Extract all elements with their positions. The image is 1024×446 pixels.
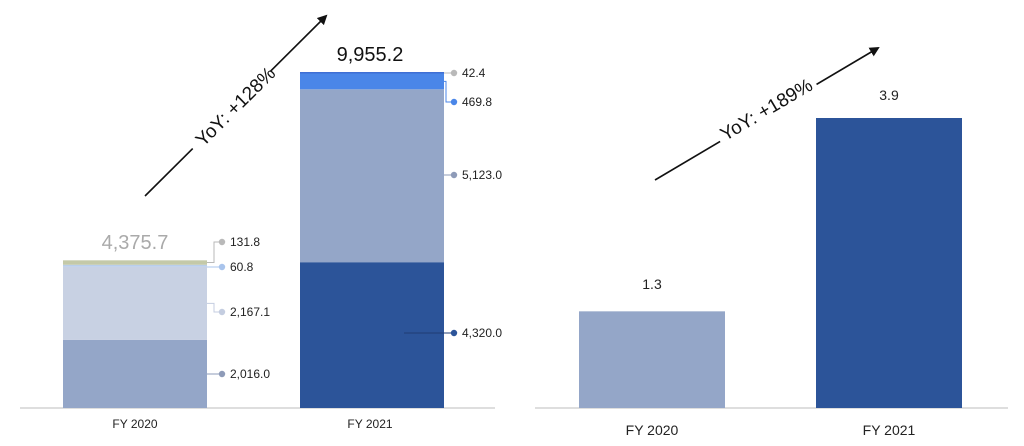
bar-fy-2020 xyxy=(579,311,725,408)
bar-fy-2021 xyxy=(816,118,962,408)
left-chart: 2,016.0 2,167.1 60.8 131.8 4,320.0 5,123.0 469… xyxy=(20,14,502,431)
leader-line xyxy=(207,302,222,313)
left-yoy-label: YoY: +128% xyxy=(192,63,280,151)
label-marker xyxy=(218,370,226,378)
segment-label: 42.4 xyxy=(462,66,486,80)
right-yoy-label: YoY: +189% xyxy=(717,75,817,146)
label-marker xyxy=(218,308,226,316)
segment-label: 2,167.1 xyxy=(230,305,270,319)
left-total-fy2021: 9,955.2 xyxy=(337,44,404,66)
segment-label: 4,320.0 xyxy=(462,326,502,340)
leader-line xyxy=(207,241,222,264)
segment-label: 131.8 xyxy=(230,235,260,249)
segment-label: 5,123.0 xyxy=(462,168,502,182)
right-cat-fy2021: FY 2021 xyxy=(863,422,916,438)
label-marker xyxy=(450,329,458,337)
segment-label: 2,016.0 xyxy=(230,367,270,381)
segment-label: 60.8 xyxy=(230,260,254,274)
leader-line xyxy=(444,80,454,103)
left-cat-fy2020: FY 2020 xyxy=(112,417,157,431)
bar-segment-fy-2021-s1 xyxy=(300,89,444,263)
label-marker xyxy=(450,98,458,106)
left-cat-fy2021: FY 2021 xyxy=(347,417,392,431)
left-segment-labels: 2,016.0 2,167.1 60.8 131.8 4,320.0 5,123.0 469… xyxy=(230,66,502,381)
right-value-fy2021: 3.9 xyxy=(879,87,899,103)
bar-segment-fy-2021-s3 xyxy=(300,72,444,74)
bar-segment-fy-2021-s0 xyxy=(300,262,444,408)
right-chart: 1.3 3.9 FY 2020 FY 2021 YoY: +189% xyxy=(535,46,1008,438)
label-marker xyxy=(218,263,226,271)
segment-label: 469.8 xyxy=(462,95,492,109)
label-marker xyxy=(218,238,226,246)
label-marker xyxy=(450,69,458,77)
left-yoy-label-bg xyxy=(183,61,280,158)
left-bars xyxy=(63,72,444,408)
left-total-fy2020: 4,375.7 xyxy=(102,232,169,254)
bar-segment-fy-2021-s2 xyxy=(300,73,444,90)
left-leader-lines xyxy=(207,69,458,378)
right-yoy-label-bg xyxy=(711,69,821,149)
bar-segment-fy-2020-s0 xyxy=(63,339,207,408)
label-marker xyxy=(450,171,458,179)
right-value-fy2020: 1.3 xyxy=(642,276,662,292)
right-bars xyxy=(579,118,962,408)
bar-segment-fy-2020-s2 xyxy=(63,264,207,267)
right-cat-fy2020: FY 2020 xyxy=(626,422,679,438)
bar-segment-fy-2020-s1 xyxy=(63,266,207,340)
bar-segment-fy-2020-s3 xyxy=(63,260,207,265)
